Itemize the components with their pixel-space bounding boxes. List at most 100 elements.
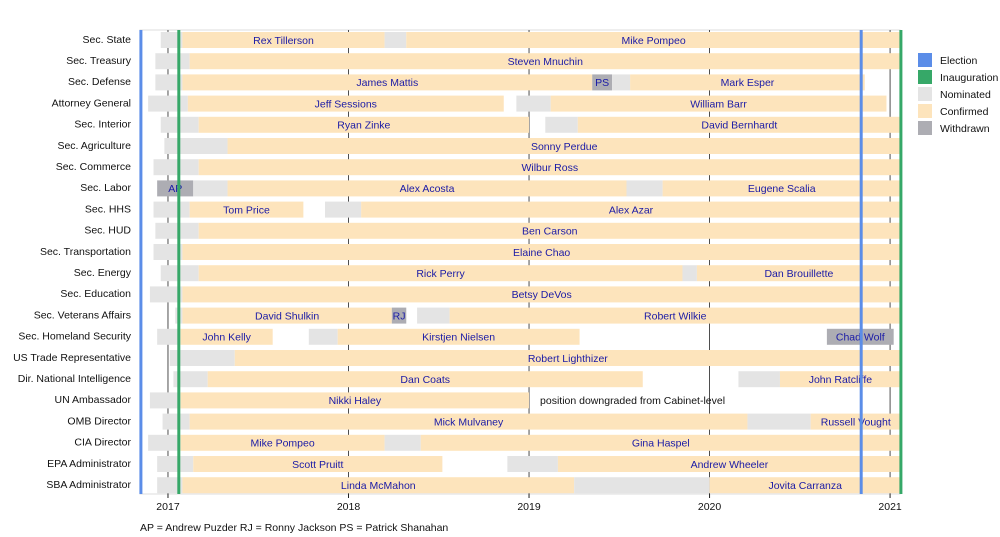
term-bar: [550, 95, 887, 112]
x-tick-label: 2019: [517, 501, 541, 513]
row-label: Sec. Agriculture: [57, 140, 131, 152]
legend-swatch: [918, 104, 932, 118]
term-label: Mike Pompeo: [251, 438, 315, 450]
term-bar: [153, 159, 199, 176]
row-label: UN Ambassador: [55, 394, 132, 406]
term-label: Tom Price: [223, 204, 270, 216]
row-label: Sec. HHS: [85, 203, 131, 215]
term-bar: [173, 371, 208, 388]
term-label: William Barr: [690, 98, 747, 110]
term-bar: [193, 180, 228, 197]
row-label: Sec. Veterans Affairs: [34, 309, 131, 321]
row-label: Sec. Treasury: [66, 55, 132, 67]
term-bar: [153, 244, 183, 260]
legend-swatch: [918, 70, 932, 84]
term-bar: [169, 350, 235, 366]
term-label: Russell Vought: [821, 416, 891, 428]
term-label: Ben Carson: [522, 226, 578, 238]
row-label: OMB Director: [67, 415, 131, 427]
legend-swatch: [918, 121, 932, 135]
row-label: US Trade Representative: [13, 352, 131, 364]
term-label: Elaine Chao: [513, 247, 570, 259]
x-tick-label: 2021: [878, 501, 902, 513]
term-label: James Mattis: [356, 77, 418, 89]
term-label: Jovita Carranza: [768, 480, 842, 492]
term-bar: [189, 201, 304, 218]
term-bar: [449, 307, 901, 324]
term-bar: [162, 413, 190, 430]
row-label: Sec. Homeland Security: [18, 331, 131, 343]
term-bar: [227, 138, 901, 154]
legend-swatch: [918, 53, 932, 67]
note: position downgraded from Cabinet-level: [540, 395, 725, 407]
row-label: CIA Director: [74, 437, 131, 449]
term-label: Dan Brouillette: [764, 268, 833, 280]
term-label: Scott Pruitt: [292, 459, 343, 471]
term-bar: [180, 328, 273, 345]
term-bar: [630, 74, 865, 91]
term-bar: [384, 32, 407, 48]
term-bar: [417, 307, 450, 324]
term-bar: [155, 74, 183, 91]
term-bar: [810, 413, 901, 430]
footnote: AP = Andrew Puzder RJ = Ronny Jackson PS…: [140, 522, 448, 534]
term-bar: [198, 159, 901, 176]
term-label: Kirstjen Nielsen: [422, 332, 495, 344]
term-bar: [709, 477, 901, 494]
term-label: Gina Haspel: [632, 438, 690, 450]
term-bar: [182, 74, 593, 91]
term-bar: [557, 456, 901, 472]
row-label: Sec. Labor: [80, 182, 131, 194]
term-bar: [157, 180, 194, 197]
term-bar: [612, 74, 631, 91]
term-bar: [153, 201, 190, 218]
term-label: David Bernhardt: [701, 120, 777, 132]
row-label: EPA Administrator: [47, 458, 131, 470]
legend-label: Withdrawn: [940, 123, 990, 135]
term-bar: [157, 477, 183, 494]
term-bar: [308, 328, 338, 345]
term-bar: [738, 371, 780, 388]
term-bar: [626, 180, 663, 197]
term-bar: [198, 265, 683, 282]
row-label: SBA Administrator: [46, 479, 131, 491]
term-bar: [507, 456, 558, 472]
term-bar: [696, 265, 901, 282]
term-bar: [148, 434, 181, 451]
term-bar: [164, 138, 228, 154]
term-label: Mike Pompeo: [621, 35, 685, 47]
term-bar: [516, 95, 551, 112]
term-label: Steven Mnuchin: [508, 56, 583, 68]
row-label: Dir. National Intelligence: [18, 373, 131, 385]
term-label: Eugene Scalia: [748, 183, 816, 195]
term-label: Alex Azar: [609, 204, 654, 216]
row-label: Sec. HUD: [84, 225, 131, 237]
term-bar: [149, 392, 181, 409]
term-bar: [182, 244, 901, 260]
term-bar: [157, 456, 194, 472]
row-label: Sec. Interior: [74, 119, 131, 131]
term-label: John Ratcliffe: [809, 374, 873, 386]
term-label: David Shulkin: [255, 310, 319, 322]
term-bar: [577, 116, 901, 133]
term-bar: [420, 434, 901, 451]
term-label: Jeff Sessions: [315, 98, 377, 110]
term-label: Betsy DeVos: [512, 289, 572, 301]
legend-label: Confirmed: [940, 106, 989, 118]
legend-label: Election: [940, 55, 978, 67]
term-bar: [779, 371, 901, 388]
row-label: Sec. Defense: [68, 76, 131, 88]
legend-swatch: [918, 87, 932, 101]
term-label: Alex Acosta: [400, 183, 455, 195]
term-bar: [160, 32, 183, 48]
term-label: Linda McMahon: [341, 480, 416, 492]
term-bar: [207, 371, 643, 388]
term-label: PS: [595, 77, 609, 89]
term-bar: [189, 413, 748, 430]
term-label: John Kelly: [202, 332, 251, 344]
term-bar: [574, 477, 710, 494]
term-bar: [155, 222, 199, 239]
term-bar: [148, 95, 188, 112]
term-label: Mick Mulvaney: [434, 416, 504, 428]
term-bar: [545, 116, 578, 133]
